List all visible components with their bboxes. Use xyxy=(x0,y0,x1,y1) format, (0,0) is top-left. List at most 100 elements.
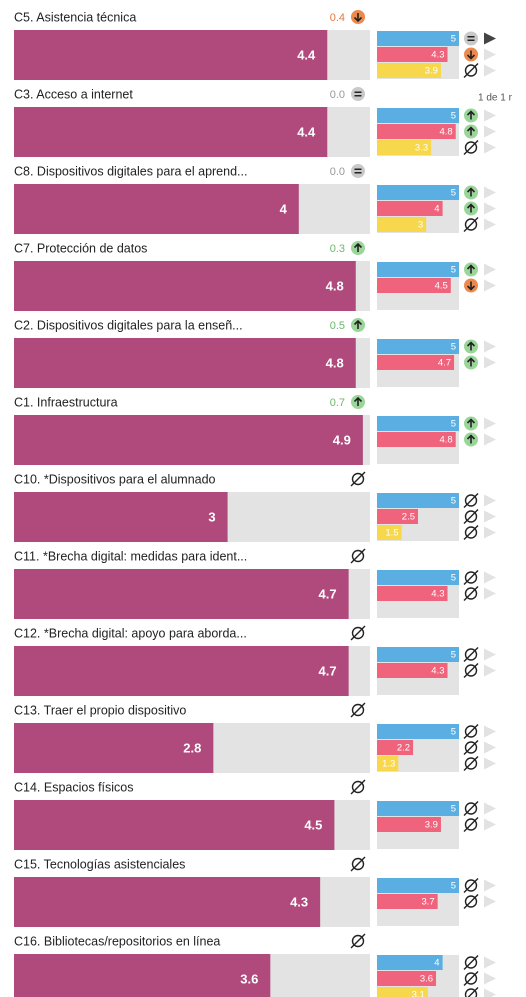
trend-icon xyxy=(464,185,478,200)
compare-value: 3 xyxy=(418,220,423,231)
compare-value: 4.3 xyxy=(431,589,444,600)
bar-value: 4.5 xyxy=(304,817,322,832)
delta-label: 0.4 xyxy=(330,12,345,24)
empty-icon xyxy=(464,141,478,154)
icon-glyph xyxy=(466,110,476,120)
compare-value: 3.6 xyxy=(420,974,433,985)
empty-icon xyxy=(464,818,478,831)
compare-value: 5 xyxy=(451,881,456,892)
icon-glyph xyxy=(466,203,476,213)
compare-bar xyxy=(377,108,459,123)
empty-icon xyxy=(464,64,478,77)
empty-slash xyxy=(463,647,479,662)
empty-slash xyxy=(463,740,479,755)
compare-value: 4 xyxy=(434,958,439,969)
delta-label: 0.5 xyxy=(330,320,345,332)
trend-icon xyxy=(351,87,365,101)
row-label: C5. Asistencia técnica xyxy=(14,10,136,24)
delta-label: 0.0 xyxy=(330,166,345,178)
expand-arrow xyxy=(484,186,496,199)
empty-slash xyxy=(463,509,479,524)
expand-arrow xyxy=(484,48,496,61)
compare-bar xyxy=(377,416,459,431)
trend-icon xyxy=(463,971,479,986)
compare-value: 3.3 xyxy=(415,143,428,154)
trend-icon xyxy=(464,355,478,370)
icon-glyph xyxy=(467,35,475,42)
bar xyxy=(14,492,228,542)
expand-arrow xyxy=(484,263,496,276)
row-label: C10. *Dispositivos para el alumnado xyxy=(14,472,216,486)
trend-icon xyxy=(464,262,478,277)
empty-icon xyxy=(464,571,478,584)
trend-icon xyxy=(463,955,479,970)
compare-value: 3.9 xyxy=(425,66,438,77)
compare-bar xyxy=(377,63,441,78)
trend-icon xyxy=(464,124,478,139)
trend-icon xyxy=(463,894,479,909)
trend-icon xyxy=(463,570,479,585)
icon-glyph xyxy=(466,341,476,351)
empty-icon xyxy=(464,664,478,677)
compare-value: 5 xyxy=(451,188,456,199)
row-label: C3. Acceso a internet xyxy=(14,87,133,101)
trend-icon xyxy=(464,108,478,123)
bar-value: 3.6 xyxy=(240,971,258,986)
compare-value: 4.3 xyxy=(431,50,444,61)
expand-arrow xyxy=(484,202,496,215)
bar xyxy=(14,954,271,997)
expand-arrow xyxy=(484,587,496,600)
icon-glyph xyxy=(466,50,476,60)
compare-bar xyxy=(377,217,427,232)
icon-glyph xyxy=(353,242,363,252)
icon-bg xyxy=(464,31,478,46)
trend-icon xyxy=(463,509,479,524)
bar-value: 4.8 xyxy=(326,278,344,293)
empty-slash xyxy=(463,493,479,508)
compare-value: 5 xyxy=(451,804,456,815)
compare-value: 1.5 xyxy=(385,528,398,539)
compare-value: 4 xyxy=(434,204,439,215)
compare-bar xyxy=(377,955,443,970)
empty-icon xyxy=(464,218,478,231)
icon-glyph xyxy=(354,91,362,97)
trend-icon xyxy=(351,241,365,255)
empty-slash xyxy=(350,471,366,487)
expand-arrow xyxy=(484,141,496,154)
empty-icon xyxy=(464,895,478,908)
icon-glyph xyxy=(466,281,476,291)
compare-bar xyxy=(377,756,399,771)
compare-bar xyxy=(377,47,448,62)
trend-icon xyxy=(463,756,479,771)
bar-value: 4.4 xyxy=(297,124,316,139)
expand-arrow xyxy=(484,340,496,353)
expand-arrow xyxy=(484,218,496,231)
bar-value: 4.3 xyxy=(290,894,308,909)
empty-slash xyxy=(463,63,479,78)
compare-value: 5 xyxy=(451,34,456,45)
compare-value: 5 xyxy=(451,727,456,738)
expand-arrow xyxy=(484,109,496,122)
empty-icon xyxy=(464,879,478,892)
compare-bar xyxy=(377,878,459,893)
empty-icon xyxy=(464,972,478,985)
trend-icon xyxy=(464,416,478,431)
compare-bar xyxy=(377,971,437,986)
compare-bar xyxy=(377,740,414,755)
icon-glyph xyxy=(353,396,363,406)
compare-bar xyxy=(377,355,455,370)
trend-icon xyxy=(464,201,478,216)
expand-arrow xyxy=(484,356,496,369)
icon-glyph xyxy=(466,434,476,444)
trend-icon xyxy=(350,856,366,872)
compare-bar xyxy=(377,432,456,447)
bar xyxy=(14,723,214,773)
empty-icon xyxy=(464,802,478,815)
icon-bg xyxy=(351,164,365,178)
compare-value: 1.3 xyxy=(382,759,395,770)
compare-value: 4.8 xyxy=(440,435,453,446)
empty-slash xyxy=(463,217,479,232)
bar xyxy=(14,261,356,311)
expand-arrow xyxy=(484,725,496,738)
empty-slash xyxy=(463,955,479,970)
